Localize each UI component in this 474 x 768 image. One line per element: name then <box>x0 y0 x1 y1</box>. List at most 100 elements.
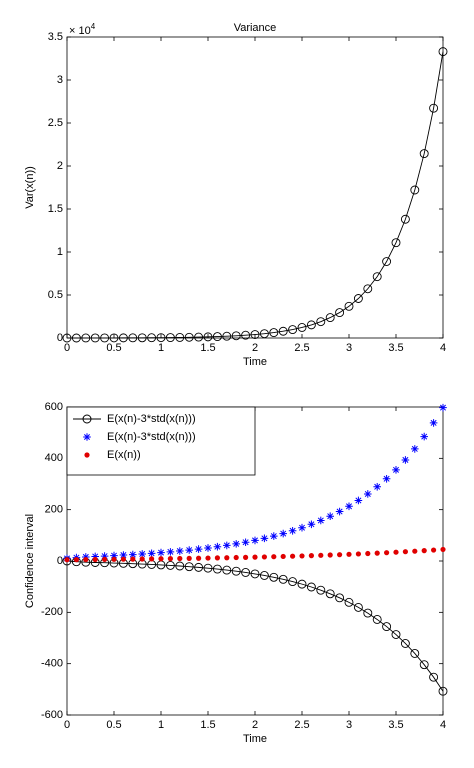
point <box>110 551 118 560</box>
point <box>214 555 220 561</box>
point <box>203 563 213 573</box>
point <box>429 672 439 682</box>
point <box>269 572 279 582</box>
point <box>204 544 212 552</box>
point <box>298 523 306 532</box>
x-tick-label: 1 <box>158 342 164 354</box>
y-tick-label: -200 <box>41 606 63 618</box>
y-tick-label: 400 <box>45 452 63 464</box>
point <box>317 516 325 525</box>
x-tick-label: 1.5 <box>200 342 215 354</box>
point <box>233 554 239 561</box>
point <box>364 490 372 498</box>
point <box>374 550 380 556</box>
point <box>100 552 109 560</box>
point <box>420 432 428 441</box>
point <box>288 526 297 535</box>
y-multiplier-base: × 10 <box>69 25 91 37</box>
legend-marker <box>83 433 91 441</box>
point <box>167 556 173 562</box>
y-tick-label: 0.5 <box>48 289 63 301</box>
point <box>278 574 288 584</box>
point <box>365 550 371 557</box>
point <box>222 565 232 575</box>
x-tick-label: 2.5 <box>294 342 309 354</box>
x-tick-label: 2.5 <box>294 719 309 731</box>
point <box>186 555 192 561</box>
legend: E(x(n)-3*std(x(n))) E(x(n)-3*std(x(n))) E(… <box>66 406 256 476</box>
point <box>410 649 420 658</box>
point <box>363 608 373 618</box>
point <box>306 320 316 330</box>
point <box>402 549 408 555</box>
point <box>439 403 447 412</box>
series <box>64 546 446 563</box>
point <box>130 556 136 562</box>
point <box>232 540 240 548</box>
x-tick-label: 2 <box>252 342 258 354</box>
point <box>259 571 269 580</box>
legend-box <box>66 406 256 476</box>
x-axis-label: Time <box>243 733 267 745</box>
legend-symbol <box>82 414 92 424</box>
point <box>421 548 427 554</box>
point <box>290 553 296 559</box>
x-tick-label: 0.5 <box>106 719 121 731</box>
legend-symbol <box>83 433 91 441</box>
point <box>184 562 194 572</box>
point <box>297 579 307 589</box>
point <box>156 333 166 343</box>
chart-title: Variance <box>234 22 277 34</box>
point <box>64 557 70 563</box>
point <box>335 593 345 603</box>
point <box>129 550 137 559</box>
point <box>175 332 185 342</box>
point <box>382 474 391 483</box>
y-tick-label: 200 <box>45 504 63 516</box>
point <box>251 536 259 545</box>
x-tick-label: 3.5 <box>388 719 403 731</box>
point <box>363 284 373 294</box>
point <box>306 582 316 592</box>
y-multiplier-exponent: 4 <box>91 22 96 31</box>
point <box>250 569 260 579</box>
x-tick-label: 4 <box>440 719 446 731</box>
point <box>354 496 363 505</box>
legend-marker <box>84 452 90 458</box>
point <box>194 332 204 342</box>
y-tick-label: 2 <box>57 160 63 172</box>
point <box>438 686 448 696</box>
point <box>335 308 345 318</box>
point <box>212 564 222 574</box>
point <box>185 546 193 554</box>
point <box>73 557 79 563</box>
x-tick-label: 1.5 <box>200 719 215 731</box>
point <box>325 589 335 599</box>
point <box>194 562 204 572</box>
point <box>147 333 157 343</box>
point <box>278 326 288 336</box>
y-tick-label: -400 <box>41 658 63 670</box>
point <box>384 550 390 556</box>
point <box>231 566 241 576</box>
x-axis-label: Time <box>243 356 267 368</box>
point <box>137 333 147 343</box>
point <box>62 333 72 343</box>
point <box>100 333 110 343</box>
x-tick-label: 4 <box>440 342 446 354</box>
point <box>279 529 287 538</box>
y-tick-label: 0 <box>57 332 63 344</box>
point <box>335 507 344 516</box>
point <box>241 330 251 340</box>
y-multiplier: × 104 <box>69 22 96 37</box>
point <box>231 331 241 341</box>
point <box>223 541 231 550</box>
point <box>175 561 185 571</box>
point <box>224 555 230 561</box>
point <box>83 556 89 563</box>
point <box>82 553 90 561</box>
point <box>260 534 269 543</box>
x-tick-label: 3 <box>346 342 352 354</box>
point <box>250 330 260 339</box>
point <box>307 520 316 529</box>
